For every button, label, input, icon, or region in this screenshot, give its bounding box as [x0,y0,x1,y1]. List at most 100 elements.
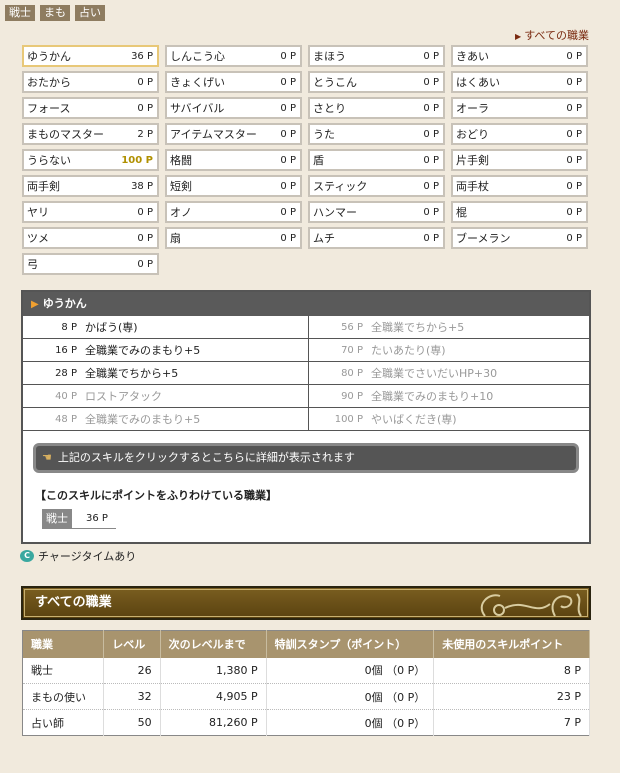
skill-name: 全職業でみのまもり+5 [85,413,201,426]
skill-row[interactable]: 80 P 全職業でさいだいHP+30 [309,362,589,385]
skill-cell[interactable]: まものマスター 2 P [22,123,159,145]
skill-cell[interactable]: アイテムマスター 0 P [165,123,302,145]
skill-name: うた [313,128,335,141]
skill-required-points: 48 P [55,413,77,425]
skill-name: さとり [313,102,346,115]
jobs-table: 職業 レベル 次のレベルまで 特訓スタンプ（ポイント） 未使用のスキルポイント 戦士 26… [22,630,590,736]
skill-grid: ゆうかん 36 P しんこう心 0 P まほう 0 P きあい 0 P おたから 0 P きょくげい… [22,45,590,275]
skill-cell[interactable]: まほう 0 P [308,45,445,67]
skill-name: はくあい [456,76,500,89]
table-cell: 0個 （0 P） [266,709,435,736]
skill-cell[interactable]: おたから 0 P [22,71,159,93]
table-cell: 32 [103,683,161,710]
table-cell: 7 P [433,709,590,736]
skill-cell[interactable]: 格闘 0 P [165,149,302,171]
skill-cell[interactable]: オーラ 0 P [451,97,588,119]
skill-name: とうこん [313,76,357,89]
skill-cell[interactable]: うらない 100 P [22,149,159,171]
skill-cell[interactable]: はくあい 0 P [451,71,588,93]
skill-required-points: 70 P [341,344,363,356]
skill-cell[interactable]: ムチ 0 P [308,227,445,249]
skill-name: ムチ [313,232,335,245]
tab-monster[interactable]: まも [40,5,70,21]
skill-name: ヤリ [27,206,49,219]
table-row: 戦士 26 1,380 P 0個 （0 P） 8 P [22,657,590,684]
skill-points: 0 P [137,206,153,218]
skill-points: 0 P [423,102,439,114]
skill-name: きょくげい [170,76,225,89]
skill-cell[interactable]: ブーメラン 0 P [451,227,588,249]
skill-required-points: 56 P [341,321,363,333]
skill-name: たいあたり(専) [371,344,446,357]
assign-label: 【このスキルにポイントをふりわけている職業】 [35,489,277,502]
skill-row[interactable]: 8 P かばう(専) [23,316,309,339]
skill-cell[interactable]: 扇 0 P [165,227,302,249]
skill-points: 0 P [137,232,153,244]
skill-cell[interactable]: ヤリ 0 P [22,201,159,223]
column-header: レベル [103,630,161,658]
skill-row[interactable]: 56 P 全職業でちから+5 [309,316,589,339]
skill-required-points: 8 P [61,321,77,333]
skill-name: 全職業でちから+5 [371,321,465,334]
skill-name: スティック [313,180,368,193]
skill-row[interactable]: 70 P たいあたり(専) [309,339,589,362]
skill-cell[interactable]: おどり 0 P [451,123,588,145]
skill-points: 0 P [137,76,153,88]
skill-info-bar: ☚ 上記のスキルをクリックするとこちらに詳細が表示されます [33,443,579,473]
all-jobs-link[interactable]: ▶ すべての職業 [515,29,589,42]
skill-points: 0 P [423,50,439,62]
skill-row[interactable]: 90 P 全職業でみのまもり+10 [309,385,589,408]
skill-cell[interactable]: 片手剣 0 P [451,149,588,171]
skill-cell[interactable]: ハンマー 0 P [308,201,445,223]
triangle-right-icon: ▶ [515,32,522,41]
skill-cell[interactable]: ゆうかん 36 P [22,45,159,67]
skill-row[interactable]: 100 P やいばくだき(専) [309,408,589,431]
skill-points: 0 P [280,154,296,166]
table-cell: 占い師 [22,709,105,736]
skill-cell[interactable]: うた 0 P [308,123,445,145]
skill-required-points: 90 P [341,390,363,402]
skill-name: ツメ [27,232,49,245]
table-cell: 8 P [433,657,590,684]
skill-cell[interactable]: スティック 0 P [308,175,445,197]
skill-name: ゆうかん [27,50,71,63]
tab-warrior[interactable]: 戦士 [5,5,35,21]
skill-cell[interactable]: 両手剣 38 P [22,175,159,197]
skill-points: 0 P [566,180,582,192]
skill-cell[interactable]: きあい 0 P [451,45,588,67]
skill-cell[interactable]: とうこん 0 P [308,71,445,93]
skill-name: やいばくだき(専) [371,413,457,426]
skill-row[interactable]: 28 P 全職業でちから+5 [23,362,309,385]
skill-row[interactable]: 40 P ロストアタック [23,385,309,408]
skill-row[interactable]: 48 P 全職業でみのまもり+5 [23,408,309,431]
charge-note: C チャージタイムあり [20,548,136,564]
skill-cell[interactable]: 短剣 0 P [165,175,302,197]
skill-row[interactable]: 16 P 全職業でみのまもり+5 [23,339,309,362]
skill-required-points: 40 P [55,390,77,402]
skill-cell[interactable]: ツメ 0 P [22,227,159,249]
skill-cell[interactable]: 両手杖 0 P [451,175,588,197]
table-cell: 1,380 P [160,657,267,684]
skill-cell[interactable]: しんこう心 0 P [165,45,302,67]
skill-name: まほう [313,50,346,63]
skill-cell[interactable]: きょくげい 0 P [165,71,302,93]
skill-cell[interactable]: 弓 0 P [22,253,159,275]
table-cell: まもの使い [22,683,105,710]
skill-required-points: 28 P [55,367,77,379]
skill-points: 38 P [131,180,153,192]
skill-cell[interactable]: 棍 0 P [451,201,588,223]
skill-name: 全職業でみのまもり+5 [85,344,201,357]
skill-name: おどり [456,128,489,141]
skill-cell[interactable]: オノ 0 P [165,201,302,223]
tab-fortune[interactable]: 占い [75,5,105,21]
skill-cell[interactable]: 盾 0 P [308,149,445,171]
skill-cell[interactable]: サバイバル 0 P [165,97,302,119]
skill-points: 0 P [566,206,582,218]
skill-points: 0 P [423,154,439,166]
skill-cell[interactable]: フォース 0 P [22,97,159,119]
skill-name: おたから [27,76,71,89]
skill-cell[interactable]: さとり 0 P [308,97,445,119]
skill-name: 両手杖 [456,180,489,193]
skill-required-points: 80 P [341,367,363,379]
skill-name: 弓 [27,258,38,271]
